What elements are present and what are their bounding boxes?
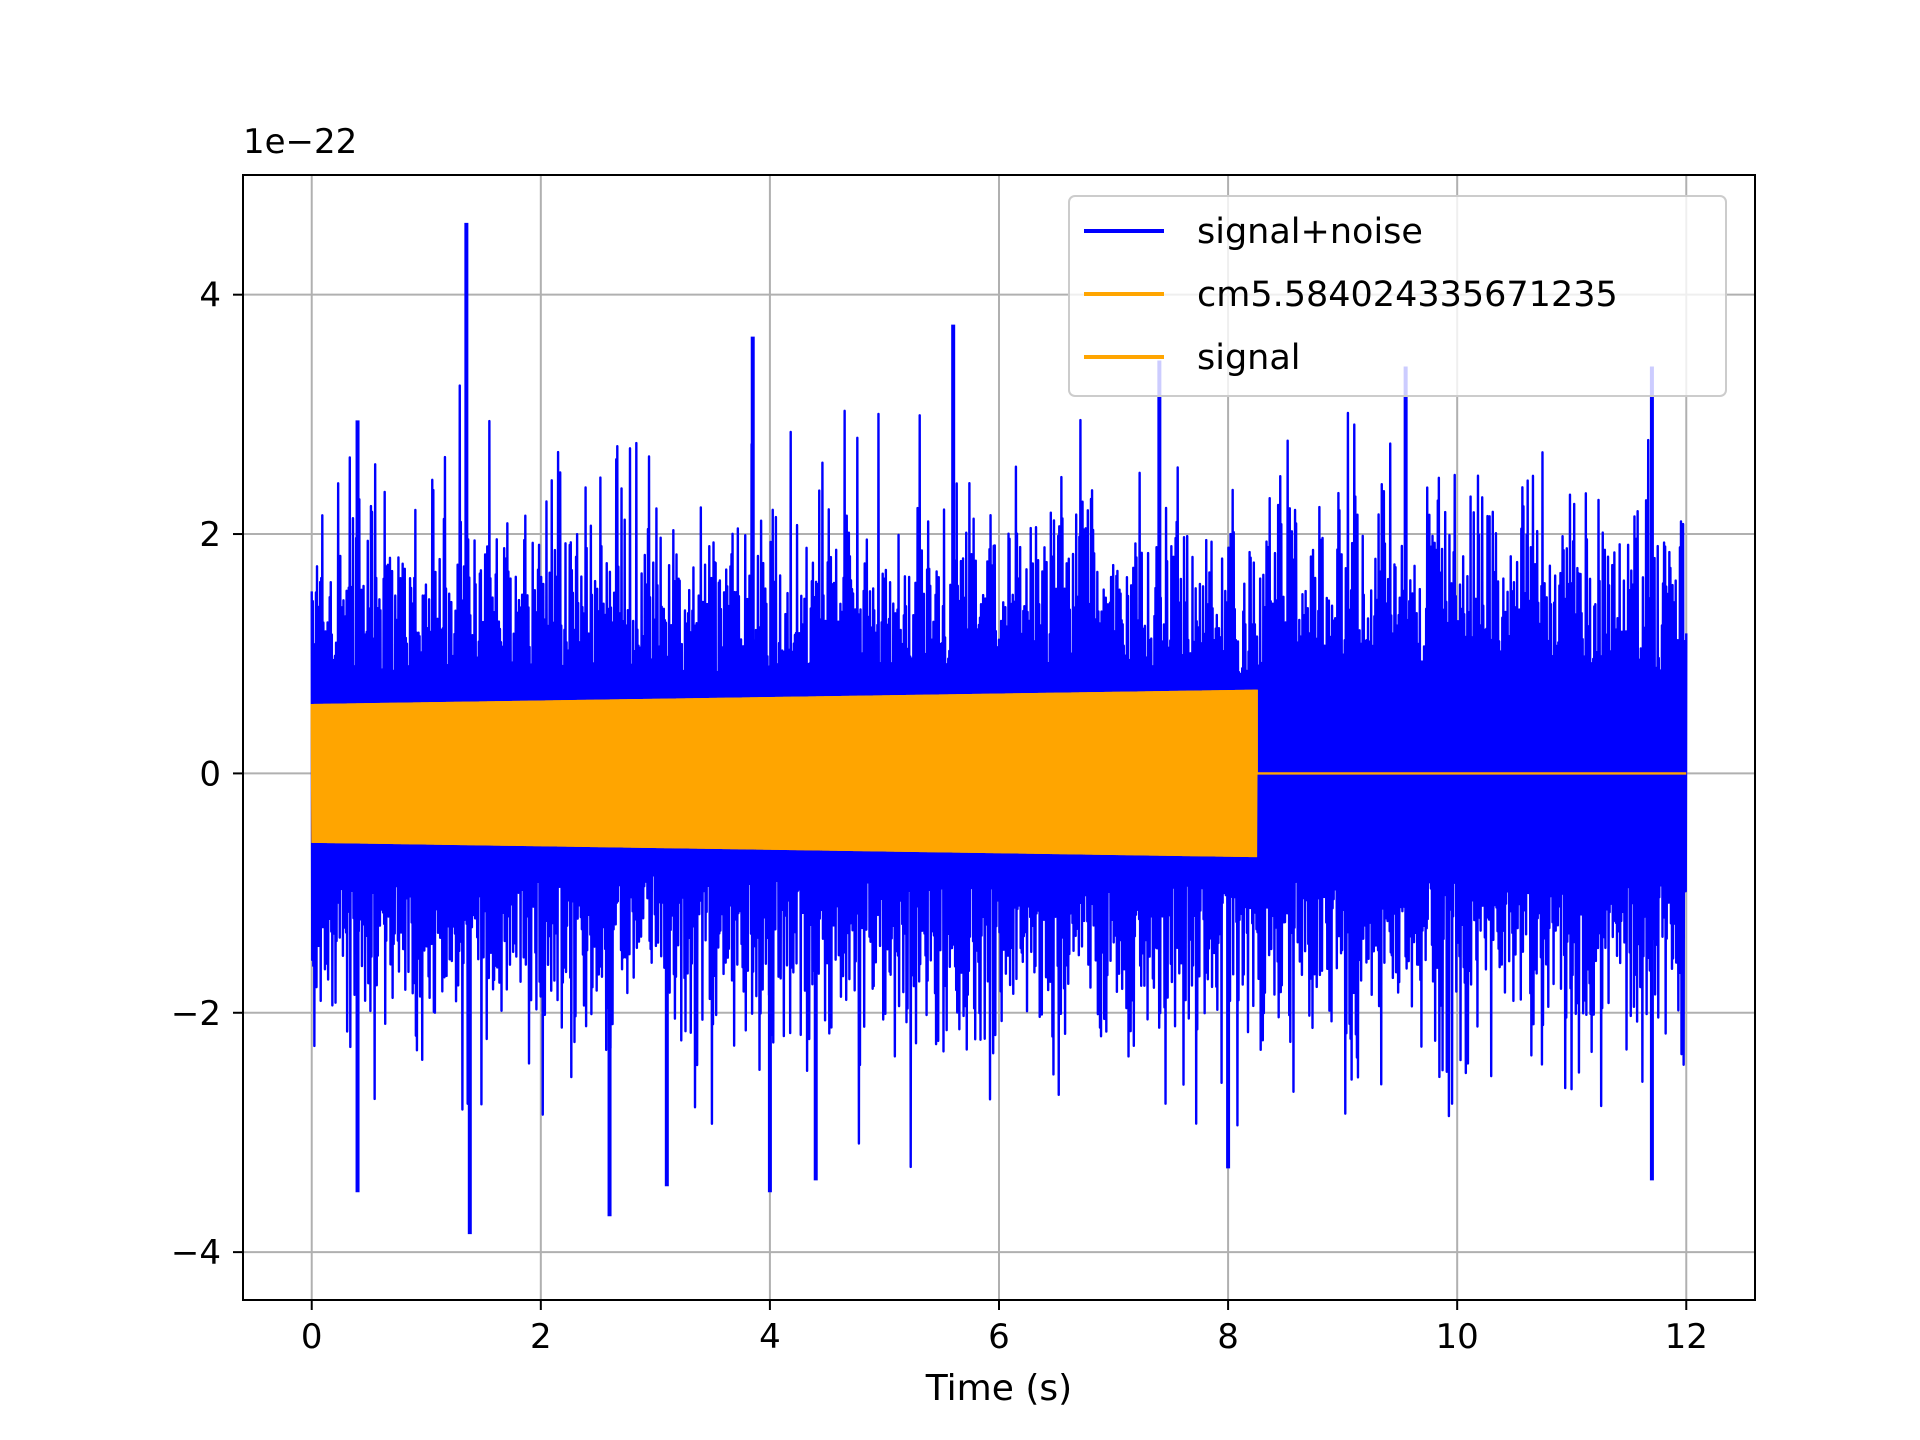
x-tick-label: 4 (759, 1317, 781, 1357)
y-tick-label: 4 (199, 276, 221, 316)
legend-box (1068, 195, 1727, 397)
legend: signal+noise cm5.584024335671235 signal (1068, 195, 1727, 397)
series-signal (310, 689, 1687, 858)
y-axis: −4 −2 0 2 4 (171, 276, 243, 1273)
x-tick-label: 0 (301, 1317, 323, 1357)
legend-label: signal (1197, 338, 1301, 378)
x-tick-label: 6 (988, 1317, 1010, 1357)
legend-label: cm5.584024335671235 (1197, 275, 1618, 315)
y-tick-label: 2 (199, 515, 221, 555)
y-axis-offset-label: 1e−22 (243, 122, 357, 162)
x-axis: 0 2 4 6 8 10 12 (301, 1300, 1708, 1357)
x-axis-label: Time (s) (925, 1368, 1072, 1409)
signal-envelope-fill (311, 689, 1257, 858)
legend-label: signal+noise (1197, 212, 1423, 252)
signal-plus-noise-trace (310, 384, 1688, 1169)
x-tick-label: 8 (1217, 1317, 1239, 1357)
x-tick-label: 10 (1436, 1317, 1479, 1357)
x-tick-label: 2 (530, 1317, 552, 1357)
y-tick-label: −2 (171, 994, 221, 1034)
plot-data (310, 222, 1688, 1235)
y-tick-label: −4 (171, 1233, 221, 1273)
x-tick-label: 12 (1665, 1317, 1708, 1357)
y-tick-label: 0 (199, 754, 221, 794)
